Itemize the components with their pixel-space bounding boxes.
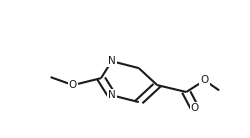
Text: O: O xyxy=(200,75,209,85)
Text: O: O xyxy=(69,80,77,90)
Text: N: N xyxy=(108,90,116,100)
Text: N: N xyxy=(108,56,116,66)
Text: O: O xyxy=(191,104,199,113)
